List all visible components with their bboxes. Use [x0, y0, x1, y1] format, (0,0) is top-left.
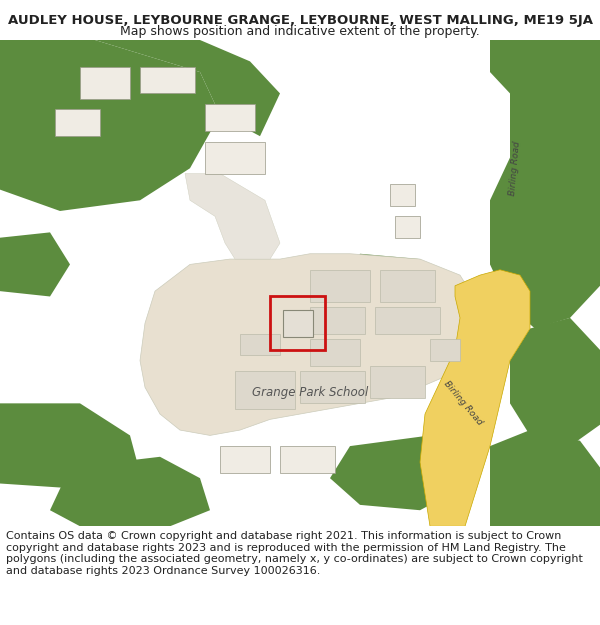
Text: Map shows position and indicative extent of the property.: Map shows position and indicative extent…: [120, 25, 480, 38]
Polygon shape: [310, 339, 360, 366]
Polygon shape: [390, 184, 415, 206]
Polygon shape: [380, 270, 435, 302]
Polygon shape: [140, 67, 195, 93]
Bar: [270, 296, 325, 350]
Polygon shape: [300, 371, 365, 403]
Text: Birling Road: Birling Road: [508, 141, 522, 196]
Text: Birling Road: Birling Road: [442, 379, 484, 428]
Polygon shape: [490, 40, 600, 329]
Text: Contains OS data © Crown copyright and database right 2021. This information is : Contains OS data © Crown copyright and d…: [6, 531, 583, 576]
Polygon shape: [0, 232, 70, 296]
Polygon shape: [490, 430, 600, 526]
Polygon shape: [220, 446, 270, 473]
Polygon shape: [205, 104, 255, 131]
Polygon shape: [0, 403, 140, 489]
Text: AUDLEY HOUSE, LEYBOURNE GRANGE, LEYBOURNE, WEST MALLING, ME19 5JA: AUDLEY HOUSE, LEYBOURNE GRANGE, LEYBOURN…: [7, 14, 593, 27]
Polygon shape: [280, 446, 335, 473]
Polygon shape: [310, 307, 365, 334]
Polygon shape: [460, 281, 510, 318]
Polygon shape: [350, 254, 440, 318]
Polygon shape: [55, 109, 100, 136]
Polygon shape: [205, 141, 265, 174]
Text: Grange Park School: Grange Park School: [252, 386, 368, 399]
Polygon shape: [95, 40, 280, 136]
Polygon shape: [185, 174, 280, 259]
Polygon shape: [510, 318, 600, 446]
Polygon shape: [235, 371, 295, 409]
Polygon shape: [0, 40, 220, 211]
Polygon shape: [80, 67, 130, 99]
Bar: [283, 311, 313, 337]
Polygon shape: [430, 339, 460, 361]
Polygon shape: [50, 457, 210, 526]
Polygon shape: [140, 254, 480, 436]
Polygon shape: [420, 270, 530, 526]
Polygon shape: [310, 270, 370, 302]
Polygon shape: [395, 216, 420, 238]
Polygon shape: [370, 366, 425, 398]
Polygon shape: [375, 307, 440, 334]
Polygon shape: [240, 334, 280, 355]
Polygon shape: [330, 436, 460, 510]
